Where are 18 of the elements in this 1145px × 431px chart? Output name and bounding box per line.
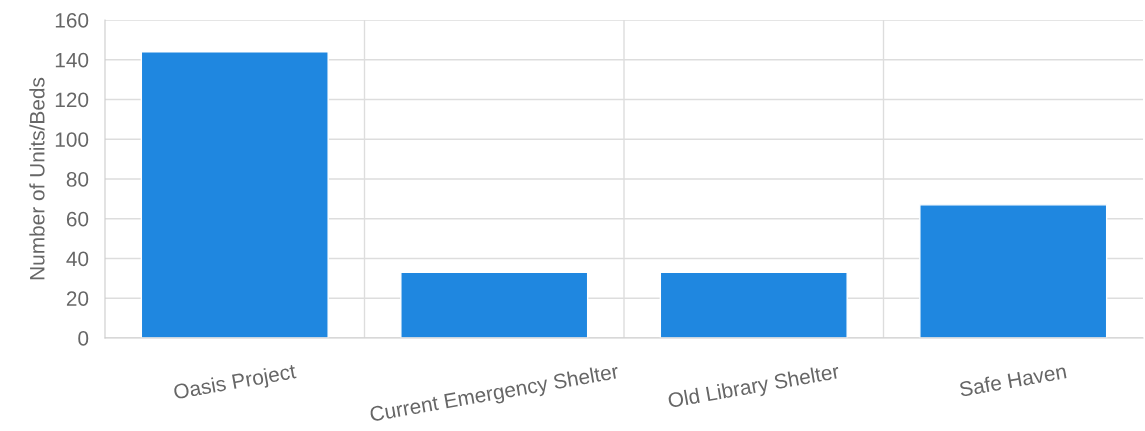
y-tick-label: 20 [66, 291, 89, 306]
y-tick-label: 120 [55, 92, 89, 108]
y-tick-label: 80 [66, 172, 89, 187]
y-tick-label: 60 [66, 211, 89, 227]
y-tick-label: 160 [55, 13, 89, 28]
x-tick-label: Current Emergency Shelter [369, 363, 620, 426]
bar [400, 271, 589, 338]
bar [140, 51, 329, 338]
bar [919, 204, 1108, 338]
y-axis-title: Number of Units/Beds [29, 77, 45, 280]
y-tick-label: 100 [55, 132, 89, 147]
y-tick-label: 0 [78, 331, 89, 346]
x-tick-label: Old Library Shelter [667, 363, 841, 413]
x-tick-label: Oasis Project [173, 363, 298, 404]
x-tick-label: Safe Haven [958, 363, 1067, 397]
y-tick-label: 40 [66, 251, 89, 267]
bar [659, 271, 848, 338]
y-tick-label: 140 [55, 52, 89, 68]
